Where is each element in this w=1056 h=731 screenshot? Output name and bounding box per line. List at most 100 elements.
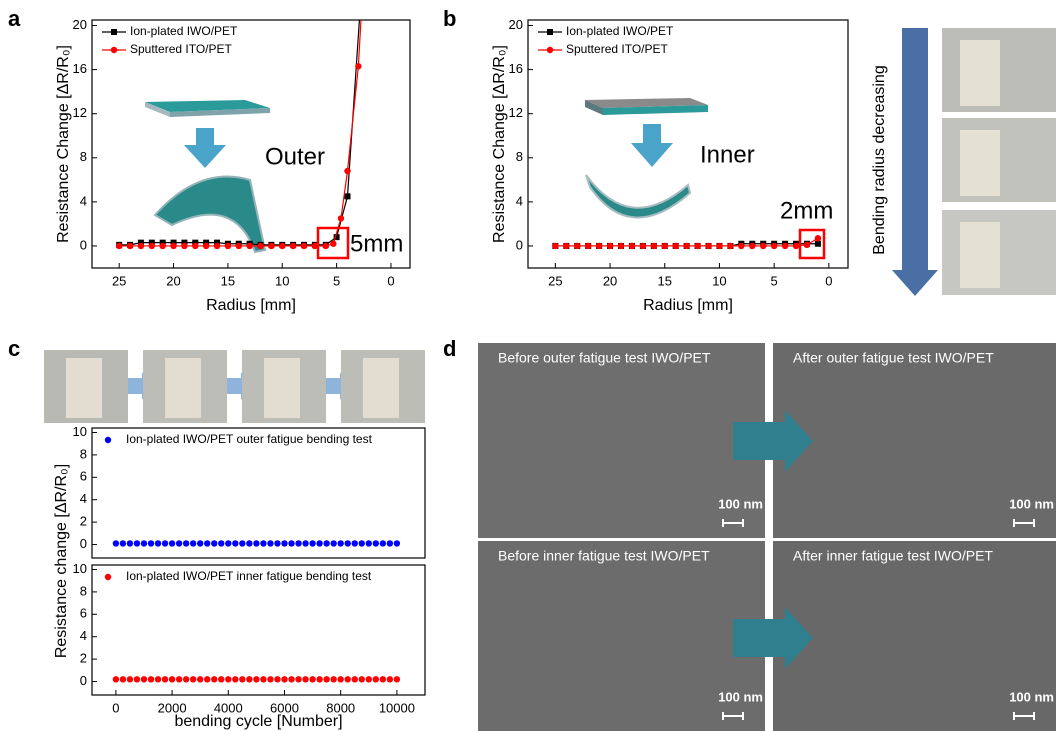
y-tick-label: 4 [80, 491, 87, 506]
panel-label: b [443, 6, 456, 31]
y-axis-label: Resistance change [ΔR/R₀] [53, 464, 70, 658]
legend-label: Sputtered ITO/PET [566, 42, 668, 56]
marker [147, 676, 155, 683]
marker [302, 676, 309, 683]
marker [606, 242, 614, 250]
marker [330, 540, 337, 547]
marker [202, 242, 210, 250]
legend-marker [547, 29, 553, 35]
marker [281, 676, 288, 683]
marker [126, 242, 134, 250]
marker [584, 242, 592, 250]
marker [358, 0, 364, 6]
marker [189, 540, 197, 547]
marker [147, 540, 155, 547]
marker [358, 540, 365, 547]
marker [351, 540, 358, 547]
marker [175, 676, 183, 683]
marker [232, 540, 239, 547]
marker [672, 242, 679, 250]
marker [281, 540, 288, 547]
marker [112, 676, 120, 683]
marker [705, 242, 712, 250]
scale-bar-label: 100 nm [718, 496, 763, 511]
y-tick-label: 4 [80, 193, 87, 208]
highlight-box [798, 228, 826, 260]
scale-bar [1013, 519, 1035, 527]
marker [323, 676, 330, 683]
marker [218, 676, 225, 683]
y-tick-label: 8 [516, 149, 523, 164]
legend-marker [110, 46, 118, 54]
marker [393, 676, 401, 683]
scale-bar [1013, 712, 1035, 720]
legend-label: Ion-plated IWO/PET outer fatigue bending… [126, 432, 373, 446]
marker [196, 540, 204, 547]
marker [552, 242, 559, 250]
annotation: 5mm [350, 230, 403, 257]
panel-label: d [443, 336, 456, 361]
marker [170, 239, 177, 246]
marker [253, 540, 260, 547]
x-tick-label: 5 [333, 273, 340, 288]
marker [628, 242, 636, 250]
annotation: 2mm [780, 197, 833, 224]
marker [260, 676, 267, 683]
legend-label: Sputtered ITO/PET [130, 42, 232, 56]
y-tick-label: 0 [80, 536, 87, 551]
legend-label: Ion-plated IWO/PET inner fatigue bending… [126, 569, 372, 583]
x-tick-label: 8000 [326, 700, 355, 715]
marker [192, 242, 199, 250]
x-tick-label: 0 [825, 273, 832, 288]
scale-bar-label: 100 nm [1009, 689, 1054, 704]
marker [133, 540, 141, 547]
y-tick-label: 2 [80, 514, 87, 529]
marker [694, 242, 701, 250]
marker [738, 242, 745, 250]
inset-inner [585, 98, 708, 219]
y-tick-label: 8 [80, 149, 87, 164]
legend-marker [104, 573, 112, 581]
marker [159, 239, 166, 246]
marker [161, 540, 169, 547]
x-tick-label: 20 [166, 273, 180, 288]
marker [337, 676, 344, 683]
marker [148, 242, 155, 250]
y-tick-label: 20 [73, 17, 87, 32]
x-axis-label: bending cycle [Number] [174, 713, 342, 730]
marker [119, 676, 127, 683]
marker [323, 540, 330, 547]
marker [288, 540, 295, 547]
marker [639, 242, 647, 250]
legend-label: Ion-plated IWO/PET [566, 24, 674, 38]
marker [211, 540, 218, 547]
marker [595, 242, 603, 250]
marker [133, 676, 141, 683]
marker [300, 242, 308, 250]
marker [337, 215, 345, 222]
plot-area [552, 235, 822, 250]
marker [322, 242, 329, 250]
marker [126, 676, 134, 683]
scale-bar [722, 519, 744, 527]
marker [225, 676, 232, 683]
x-tick-label: 20 [603, 273, 617, 288]
marker [295, 676, 302, 683]
legend-marker [111, 29, 117, 35]
marker [792, 242, 800, 250]
marker [213, 242, 221, 250]
y-tick-label: 10 [73, 561, 87, 576]
scale-bar [722, 712, 744, 720]
marker [154, 676, 162, 683]
legend-marker [104, 436, 112, 444]
x-tick-label: 0 [112, 700, 119, 715]
marker [267, 540, 274, 547]
marker [337, 540, 344, 547]
marker [661, 242, 668, 250]
marker [344, 167, 351, 175]
marker [288, 676, 295, 683]
marker [181, 239, 188, 246]
plot-area [115, 0, 364, 250]
y-axis-label: Resistance Change [ΔR/R₀] [491, 45, 508, 243]
plot-area [112, 540, 401, 547]
